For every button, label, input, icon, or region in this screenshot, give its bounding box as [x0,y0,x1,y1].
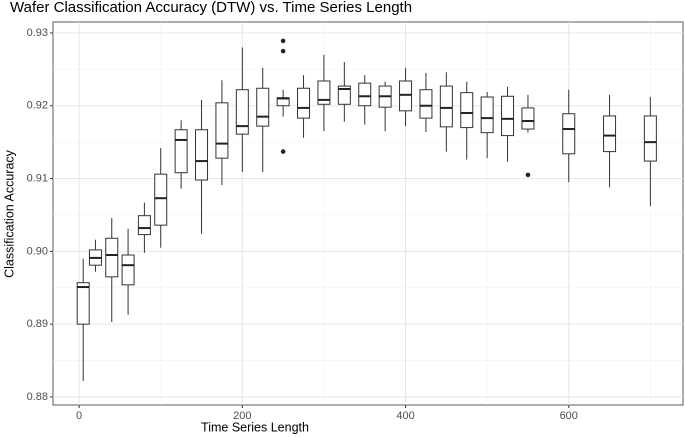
y-tick-label: 0.88 [27,391,48,403]
box [521,107,535,130]
box [256,87,270,127]
box [76,282,90,325]
box [174,129,188,174]
y-tick-label: 0.89 [27,318,48,330]
box [235,89,249,135]
x-tick-label: 400 [396,410,414,422]
box [562,113,576,155]
y-axis-title: Classification Accuracy [2,149,16,278]
box [215,102,229,159]
box [317,80,331,105]
box [399,80,413,112]
box [137,215,151,236]
x-axis-title: Time Series Length [201,420,309,434]
outlier [280,48,286,54]
box [358,82,372,107]
box [337,85,351,105]
y-tick-label: 0.93 [27,27,48,39]
outlier [525,172,531,178]
box [419,89,433,119]
box [105,237,119,278]
plot-panel [52,21,684,406]
x-tick-label: 600 [560,410,578,422]
outlier [280,38,286,44]
box [154,173,168,226]
box [121,254,135,286]
box [195,129,209,181]
y-tick-label: 0.92 [27,100,48,112]
chart-title: Wafer Classification Accuracy (DTW) vs. … [10,0,412,16]
box [460,92,474,129]
y-tick-label: 0.90 [27,245,48,257]
box [439,85,453,128]
box [603,115,617,153]
box [501,95,515,137]
box [480,96,494,134]
y-tick-label: 0.91 [27,172,48,184]
box [297,87,311,119]
box [643,115,657,162]
x-tick-label: 0 [76,410,82,422]
x-tick-label: 200 [233,410,251,422]
outlier [280,149,286,154]
